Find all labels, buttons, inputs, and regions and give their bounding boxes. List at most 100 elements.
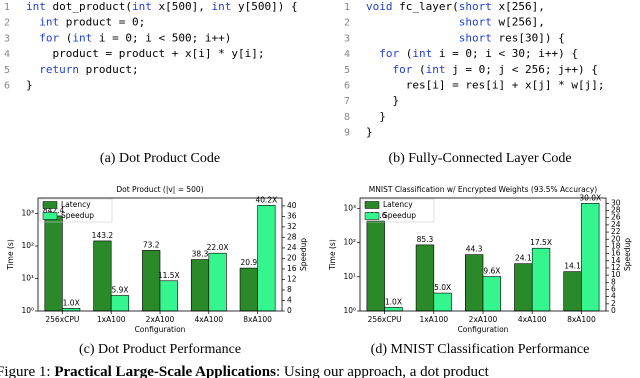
data-label: 143.2 <box>92 231 114 240</box>
data-label: 1.0X <box>385 297 402 306</box>
legend-swatch <box>42 201 58 209</box>
y2-tick-label: 18 <box>611 241 621 250</box>
y2-tick-label: 0 <box>611 306 616 315</box>
data-label: 5.9X <box>111 285 128 294</box>
y2-tick-label: 30 <box>611 198 621 207</box>
chart-title: MNIST Classification w/ Encrypted Weight… <box>369 185 597 194</box>
bar <box>464 254 484 312</box>
y2-tick-label: 40 <box>287 201 297 210</box>
y2-tick-label: 0 <box>287 306 292 315</box>
caption-bold: Practical Large-Scale Applications <box>54 364 276 378</box>
y2-tick-label: 28 <box>287 232 297 241</box>
y2-tick-label: 22 <box>611 227 621 236</box>
bar <box>531 247 551 312</box>
y2-tick-label: 16 <box>287 264 297 273</box>
line-number: 2 <box>4 18 10 29</box>
y2-tick-label: 20 <box>611 234 621 243</box>
y2-tick-label: 36 <box>287 211 297 220</box>
code-line: int product = 0; <box>26 16 145 29</box>
y-axis-label: Time (s) <box>328 239 337 271</box>
y-tick-label: 10³ <box>21 209 34 218</box>
x-tick-label: 4xA100 <box>194 315 223 324</box>
y2-tick-label: 24 <box>611 220 621 229</box>
line-number: 2 <box>344 18 350 29</box>
code-line: return product; <box>26 63 139 76</box>
caption: (a) Dot Product Code <box>100 151 220 166</box>
data-label: 22.0X <box>207 243 229 252</box>
line-number: 1 <box>344 2 350 13</box>
x-tick-label: 2xA100 <box>146 315 175 324</box>
x-tick-label: 1xA100 <box>419 315 448 324</box>
plot-frame <box>359 197 607 312</box>
y2-tick-label: 10 <box>611 270 621 279</box>
legend-swatch <box>364 201 380 209</box>
x-axis-label: Configuration <box>458 325 509 334</box>
data-label: 85.3 <box>417 235 434 244</box>
y2-tick-label: 4 <box>611 292 616 301</box>
code-line: short res[30]) { <box>366 31 565 44</box>
bar <box>482 276 502 312</box>
code-line: for (int j = 0; j < 256; j++) { <box>366 63 598 76</box>
data-label: 842.4 <box>43 206 65 215</box>
y2-tick-label: 26 <box>611 213 621 222</box>
chart-title: Dot Product (|v| = 500) <box>116 185 203 194</box>
x-tick-label: 8xA100 <box>567 315 596 324</box>
data-label: 73.2 <box>143 240 160 249</box>
legend-label: Speedup <box>61 211 94 220</box>
caption-label: Figure 1: <box>0 364 54 378</box>
line-number: 5 <box>344 65 350 76</box>
figure-caption: Figure 1: Practical Large-Scale Applicat… <box>0 364 490 378</box>
line-number: 6 <box>344 81 350 92</box>
code-line: } <box>366 94 399 107</box>
legend-box <box>39 198 113 223</box>
y2-axis-label: Speedup <box>299 238 308 271</box>
data-label: 38.3 <box>192 250 209 259</box>
y2-tick-label: 20 <box>287 253 297 262</box>
bar <box>581 203 600 312</box>
line-number: 3 <box>344 33 350 44</box>
legend-box <box>361 198 435 223</box>
y2-tick-label: 14 <box>611 256 621 265</box>
code-line: } <box>26 79 33 92</box>
data-label: 20.9 <box>240 258 257 267</box>
code-line: for (int i = 0; i < 30; i++) { <box>366 47 578 60</box>
bar <box>190 259 210 312</box>
code-line: short w[256], <box>366 16 545 29</box>
bar <box>415 244 435 312</box>
x-tick-label: 1xA100 <box>97 315 126 324</box>
caption: (d) MNIST Classification Performance <box>371 342 590 357</box>
line-number: 1 <box>4 2 10 13</box>
y2-tick-label: 8 <box>611 277 616 286</box>
y-axis-label: Time (s) <box>6 239 15 271</box>
caption: (b) Fully-Connected Layer Code <box>388 151 571 166</box>
code-line: for (int i = 0; i < 500; i++) <box>26 31 231 44</box>
y2-tick-label: 12 <box>611 263 621 272</box>
line-number: 4 <box>344 49 350 60</box>
bar <box>257 205 276 312</box>
y2-tick-label: 32 <box>287 222 297 231</box>
data-label: 24.1 <box>515 254 532 263</box>
y-tick-label: 10⁰ <box>343 306 356 315</box>
line-number: 5 <box>4 65 10 76</box>
bar <box>93 240 112 312</box>
bar <box>110 295 130 312</box>
line-number: 3 <box>4 33 10 44</box>
x-axis-label: Configuration <box>135 325 186 334</box>
line-number: 7 <box>344 96 350 107</box>
y2-tick-label: 8 <box>287 285 292 294</box>
bar <box>159 280 178 312</box>
bar <box>208 252 227 312</box>
x-tick-label: 8xA100 <box>243 315 272 324</box>
data-label: 17.5X <box>530 238 552 247</box>
bar <box>44 215 63 312</box>
code-line: } <box>366 126 373 139</box>
x-tick-label: 4xA100 <box>518 315 547 324</box>
legend-swatch <box>42 212 58 220</box>
line-number: 4 <box>4 49 10 60</box>
y2-tick-label: 2 <box>611 299 616 308</box>
y2-tick-label: 16 <box>611 249 621 258</box>
y2-tick-label: 28 <box>611 206 621 215</box>
code-line: void fc_layer(short x[256], <box>366 0 545 13</box>
data-label: 14.1 <box>564 262 581 271</box>
